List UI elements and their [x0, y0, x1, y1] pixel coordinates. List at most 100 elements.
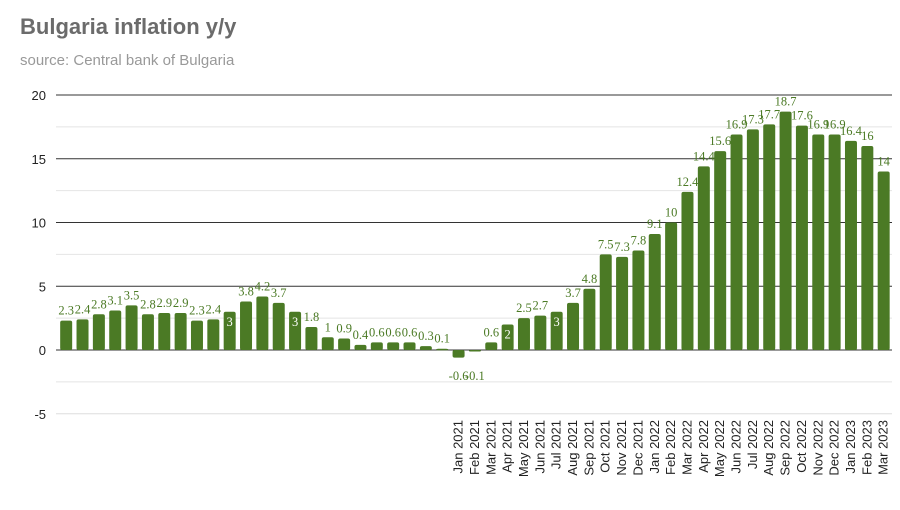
bar	[174, 313, 187, 350]
x-tick-label: May 2021	[516, 420, 531, 477]
x-tick-label: Jan 2022	[647, 420, 662, 474]
bar	[550, 311, 563, 350]
bar	[403, 342, 416, 350]
data-label: 2.9	[173, 296, 189, 310]
data-label: 4.8	[582, 272, 598, 286]
bar	[354, 344, 367, 350]
data-label: 16	[861, 129, 874, 143]
data-label: 3	[227, 315, 233, 329]
data-label: 0.6	[483, 325, 499, 339]
bar	[321, 337, 334, 350]
x-tick-label: Jun 2022	[729, 420, 744, 474]
data-label: 3.1	[107, 293, 123, 307]
bar	[599, 254, 612, 350]
x-tick-label: Oct 2022	[794, 420, 809, 473]
bar	[125, 305, 138, 350]
bar	[141, 314, 154, 350]
y-tick-label: 0	[39, 343, 46, 358]
bar	[485, 342, 498, 350]
x-tick-label: May 2022	[712, 420, 727, 477]
data-label: 0.6	[402, 325, 418, 339]
data-label: 15.6	[709, 134, 731, 148]
data-label: 16.9	[726, 118, 748, 132]
chart-subtitle: source: Central bank of Bulgaria	[20, 52, 235, 69]
data-label: 12.4	[677, 175, 700, 189]
bar	[190, 320, 203, 350]
bar	[648, 233, 661, 350]
bar	[387, 342, 400, 350]
bar	[632, 250, 645, 350]
y-tick-label: 15	[32, 152, 46, 167]
data-label: 2.9	[156, 296, 172, 310]
data-label: 0.4	[353, 328, 369, 342]
x-tick-label: Mar 2021	[483, 420, 498, 475]
bar	[76, 319, 89, 350]
bar	[436, 348, 449, 351]
data-label: 2.8	[140, 297, 156, 311]
data-label: 0.9	[336, 322, 352, 336]
data-label: 3.7	[565, 286, 581, 300]
data-label: 7.8	[631, 234, 647, 248]
bar	[109, 310, 122, 350]
y-tick-label: 20	[32, 88, 46, 103]
data-label: 0.6	[385, 325, 401, 339]
data-label: 2.4	[75, 302, 91, 316]
data-label: 2.4	[206, 302, 222, 316]
bar	[779, 111, 792, 350]
bar	[517, 318, 530, 350]
data-label: 2.5	[516, 301, 532, 315]
bar	[305, 327, 318, 350]
x-tick-label: Mar 2023	[876, 420, 891, 475]
data-label: 1.8	[304, 310, 320, 324]
x-tick-label: Jan 2023	[843, 420, 858, 474]
bar	[730, 134, 743, 350]
bar	[370, 342, 383, 350]
bar	[877, 171, 890, 350]
data-label: 2.8	[91, 297, 107, 311]
bar	[240, 301, 253, 350]
bar	[419, 346, 432, 350]
bar	[812, 134, 825, 350]
bar	[861, 146, 874, 350]
x-tick-label: Apr 2021	[500, 420, 515, 473]
y-tick-label: 10	[32, 216, 46, 231]
data-label: 17.3	[742, 112, 764, 126]
x-tick-label: Feb 2021	[467, 420, 482, 475]
data-label: 2.3	[189, 304, 205, 318]
x-tick-label: Jun 2021	[532, 420, 547, 474]
x-tick-label: Feb 2022	[663, 420, 678, 475]
bar	[468, 350, 481, 352]
data-label: -0.6	[449, 369, 469, 383]
x-tick-label: Aug 2021	[565, 420, 580, 476]
data-label: 2.3	[58, 304, 74, 318]
x-tick-label: Jan 2021	[451, 420, 466, 474]
bar	[272, 302, 285, 350]
x-tick-label: Sep 2022	[778, 420, 793, 476]
chart-title: Bulgaria inflation y/y	[20, 14, 237, 39]
x-tick-label: Dec 2022	[827, 420, 842, 476]
y-tick-label: -5	[34, 407, 46, 422]
data-label: 3	[292, 315, 298, 329]
x-tick-label: Nov 2021	[614, 420, 629, 476]
data-label: 14.4	[693, 149, 716, 163]
data-label: 18.7	[775, 95, 797, 109]
bar	[795, 125, 808, 350]
bar	[92, 314, 105, 350]
data-label: 3.8	[238, 285, 254, 299]
data-label: 0.6	[369, 325, 385, 339]
bar	[338, 338, 351, 350]
x-tick-label: Dec 2021	[630, 420, 645, 476]
bar	[223, 311, 236, 350]
bar	[452, 350, 465, 358]
bar	[714, 151, 727, 350]
bar	[256, 296, 269, 350]
x-tick-label: Sep 2021	[581, 420, 596, 476]
data-label: 0.3	[418, 329, 434, 343]
x-tick-label: Aug 2022	[761, 420, 776, 476]
data-label: 10	[665, 206, 678, 220]
bar	[158, 313, 171, 350]
data-label: 3.5	[124, 288, 140, 302]
data-label: 4.2	[255, 279, 271, 293]
data-label: 16.9	[807, 118, 829, 132]
